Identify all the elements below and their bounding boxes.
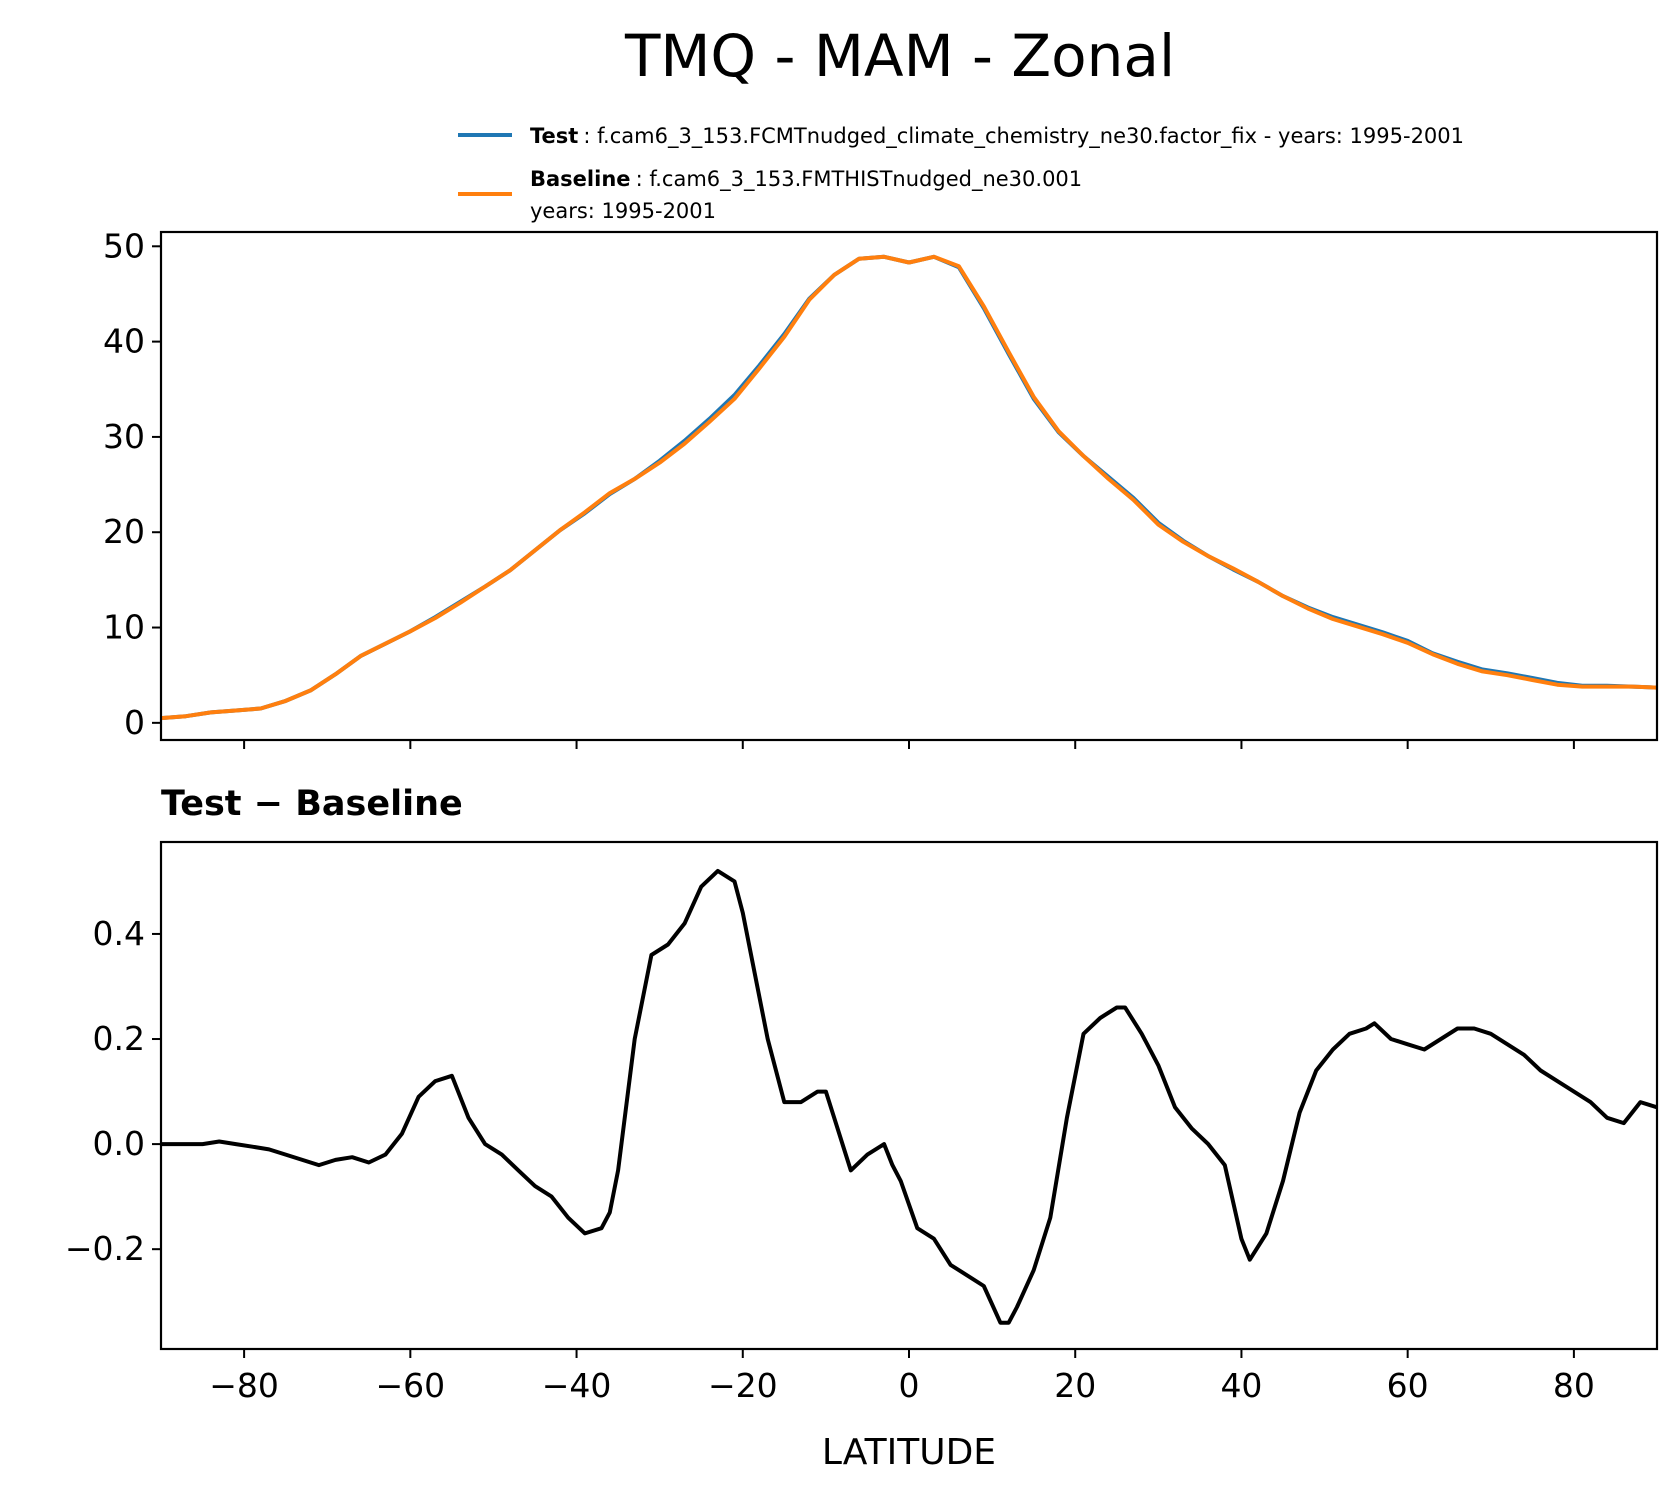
x-tick-label: −40 [542, 1366, 612, 1405]
y-tick-label: 10 [103, 608, 145, 647]
x-axis-label: LATITUDE [822, 1432, 996, 1473]
legend-label-test: Test [530, 124, 578, 148]
legend: Test : f.cam6_3_153.FCMTnudged_climate_c… [458, 124, 1464, 223]
y-tick-label: 0.2 [93, 1019, 145, 1058]
panel-zonal-mean: 0 10 20 30 40 50 [103, 226, 1659, 749]
y-tick-label: 30 [103, 417, 145, 456]
legend-text-test: : f.cam6_3_153.FCMTnudged_climate_chemis… [583, 124, 1464, 149]
plot-frame-bottom [159, 840, 1659, 1351]
y-tick-label: 40 [103, 322, 145, 361]
legend-text-baseline: : f.cam6_3_153.FMTHISTnudged_ne30.001 [636, 167, 1083, 192]
y-tick-label: −0.2 [65, 1229, 145, 1268]
y-tick-label: 20 [103, 512, 145, 551]
x-tick-label: 80 [1553, 1366, 1595, 1405]
panel-difference: −0.2 0.0 0.2 0.4 −80 −60 −40 −20 0 20 40 60 80 [65, 840, 1659, 1405]
x-tick-label: −60 [376, 1366, 446, 1405]
series-line-test [160, 254, 1658, 721]
x-tick-label: −80 [209, 1366, 279, 1405]
legend-entry-test: Test : f.cam6_3_153.FCMTnudged_climate_c… [530, 124, 1464, 149]
y-tick-label: 0 [124, 703, 145, 742]
series-line-baseline [160, 254, 1658, 721]
x-tick-label: −20 [708, 1366, 778, 1405]
x-tick-label: 20 [1054, 1366, 1096, 1405]
legend-text-baseline-years: years: 1995-2001 [530, 199, 716, 223]
figure-title: TMQ - MAM - Zonal [624, 22, 1175, 90]
legend-label-baseline: Baseline [530, 167, 631, 191]
legend-entry-baseline: Baseline : f.cam6_3_153.FMTHISTnudged_ne… [530, 167, 1082, 192]
difference-subtitle: Test − Baseline [161, 784, 463, 824]
y-tick-label: 0.4 [93, 914, 145, 953]
series-line-diff [161, 868, 1658, 1325]
x-tick-label: 60 [1387, 1366, 1429, 1405]
y-tick-label: 50 [103, 226, 145, 265]
x-tick-label: 0 [899, 1366, 920, 1405]
plot-frame-top [159, 230, 1659, 742]
x-tick-label: 40 [1220, 1366, 1262, 1405]
y-tick-label: 0.0 [93, 1124, 145, 1163]
